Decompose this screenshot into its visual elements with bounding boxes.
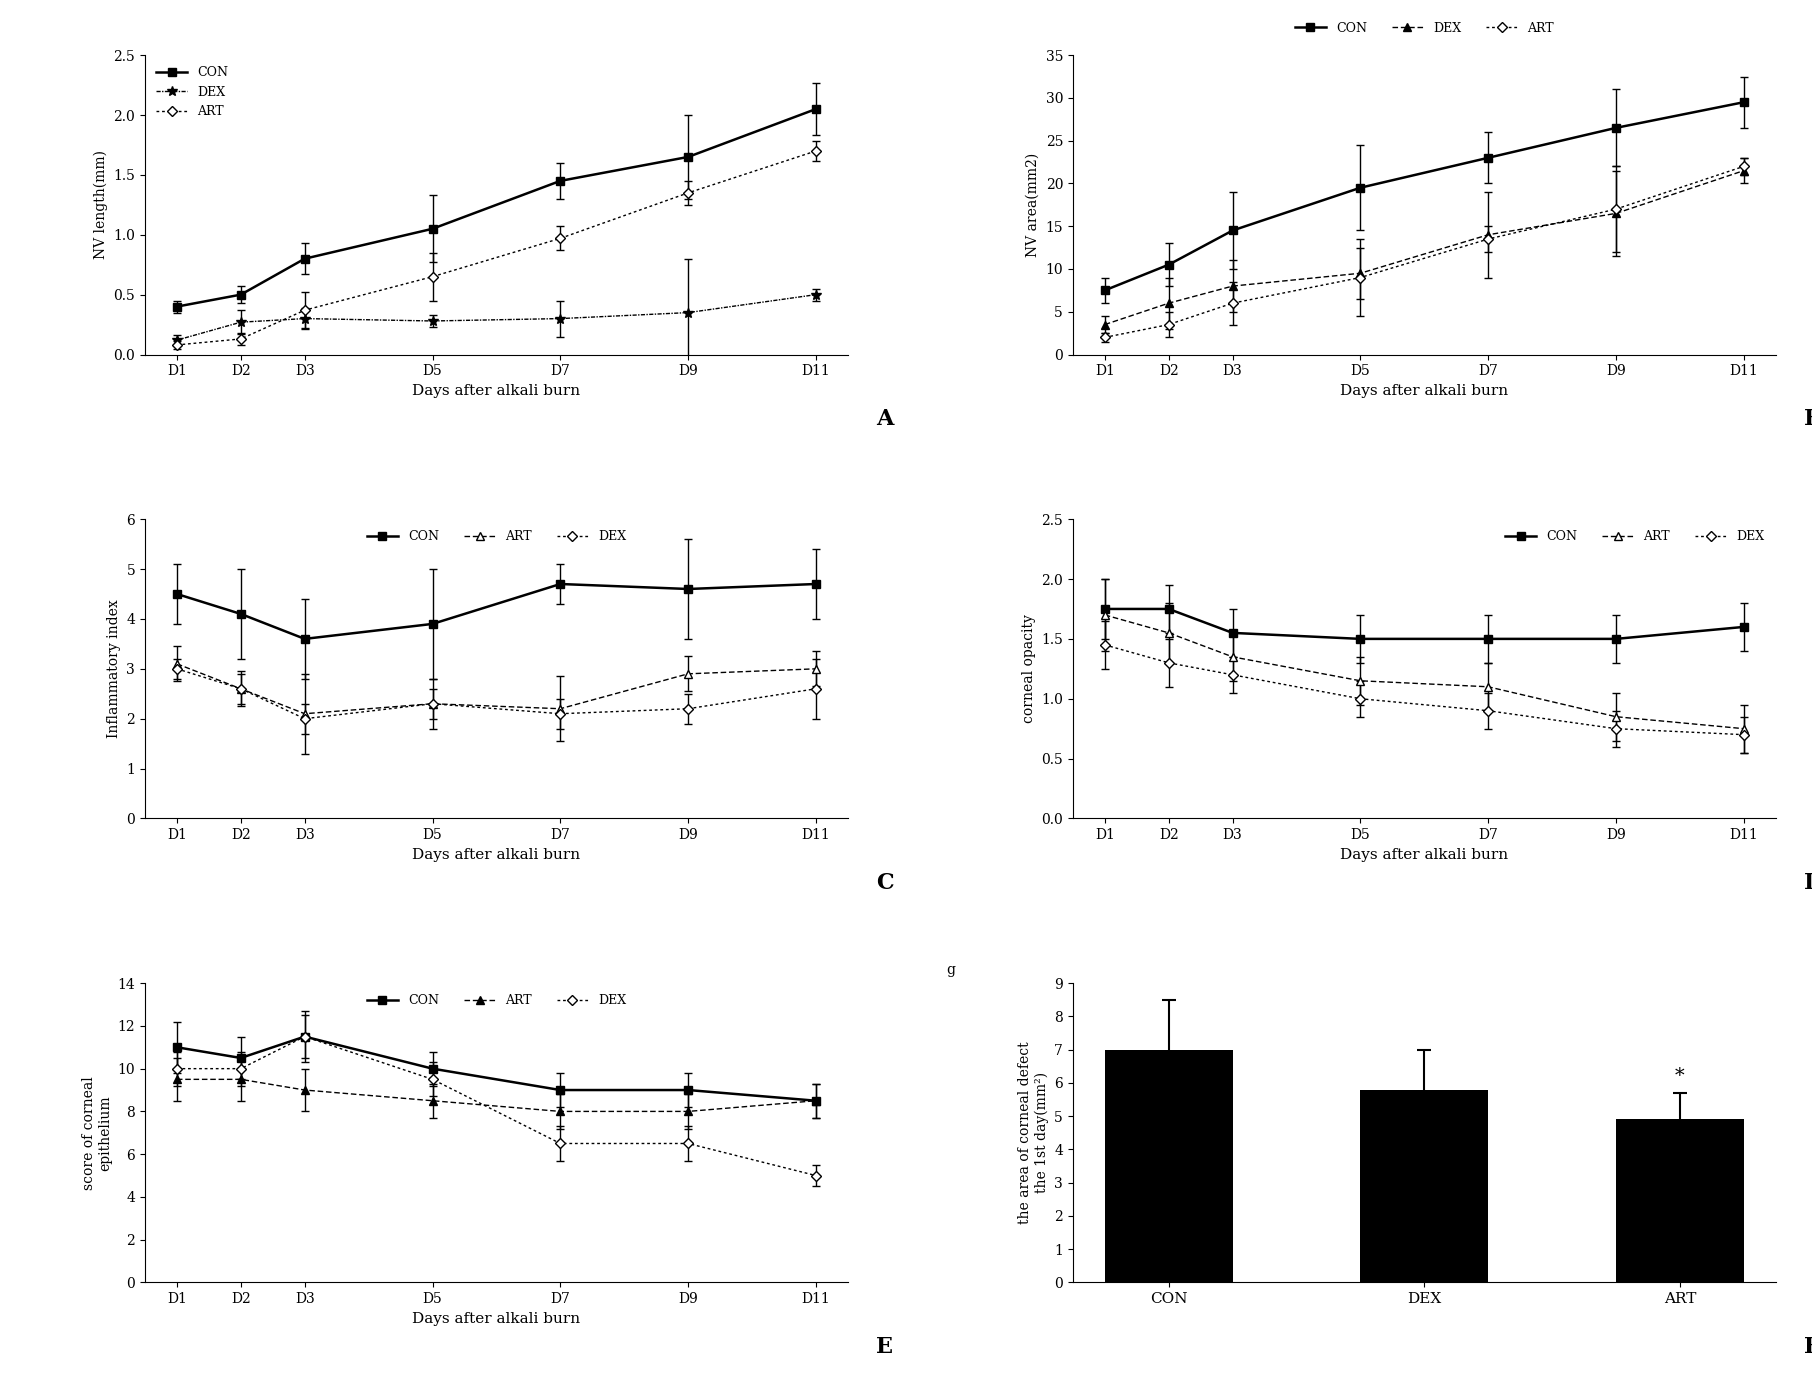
Text: D: D [1805, 873, 1812, 895]
X-axis label: Days after alkali burn: Days after alkali burn [413, 848, 580, 862]
Text: E: E [875, 1336, 893, 1358]
Text: F: F [1805, 1336, 1812, 1358]
X-axis label: Days after alkali burn: Days after alkali burn [413, 383, 580, 397]
X-axis label: Days after alkali burn: Days after alkali burn [1341, 383, 1508, 397]
Text: C: C [875, 873, 893, 895]
Text: A: A [875, 408, 893, 430]
Bar [1616, 1120, 1743, 1282]
Text: B: B [1805, 408, 1812, 430]
Y-axis label: Inflammatory index: Inflammatory index [107, 600, 121, 738]
Bar [1361, 1089, 1488, 1282]
Legend: CON, ART, DEX: CON, ART, DEX [362, 989, 631, 1012]
X-axis label: Days after alkali burn: Days after alkali burn [1341, 848, 1508, 862]
Legend: CON, ART, DEX: CON, ART, DEX [1500, 525, 1770, 549]
Text: g: g [946, 963, 955, 978]
Y-axis label: the area of corneal defect
the 1st day(mm²): the area of corneal defect the 1st day(m… [1018, 1041, 1049, 1225]
X-axis label: Days after alkali burn: Days after alkali burn [413, 1311, 580, 1325]
Y-axis label: NV length(mm): NV length(mm) [94, 150, 107, 259]
Y-axis label: NV area(mm2): NV area(mm2) [1026, 153, 1040, 256]
Y-axis label: corneal opacity: corneal opacity [1022, 615, 1036, 723]
Bar [1105, 1049, 1232, 1282]
Legend: CON, DEX, ART: CON, DEX, ART [1290, 17, 1558, 40]
Y-axis label: score of corneal
epithelium: score of corneal epithelium [82, 1076, 112, 1190]
Text: *: * [1674, 1066, 1685, 1084]
Legend: CON, DEX, ART: CON, DEX, ART [150, 62, 234, 123]
Legend: CON, ART, DEX: CON, ART, DEX [362, 525, 631, 549]
